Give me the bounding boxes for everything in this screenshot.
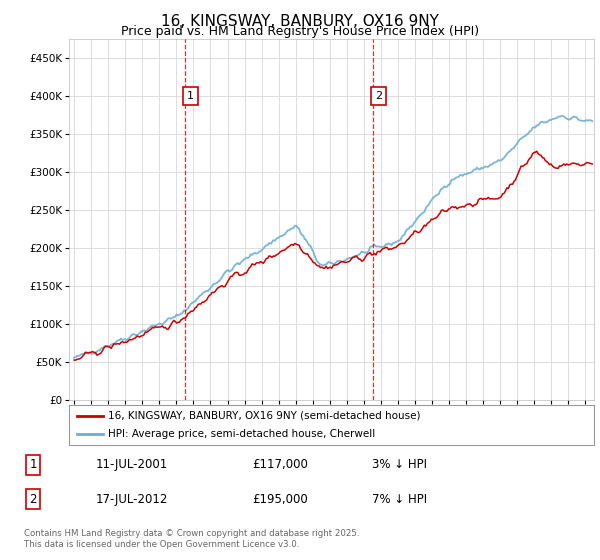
Text: 16, KINGSWAY, BANBURY, OX16 9NY: 16, KINGSWAY, BANBURY, OX16 9NY: [161, 14, 439, 29]
Text: £195,000: £195,000: [252, 493, 308, 506]
Text: 16, KINGSWAY, BANBURY, OX16 9NY (semi-detached house): 16, KINGSWAY, BANBURY, OX16 9NY (semi-de…: [109, 411, 421, 421]
Text: HPI: Average price, semi-detached house, Cherwell: HPI: Average price, semi-detached house,…: [109, 430, 376, 439]
Text: 1: 1: [29, 458, 37, 471]
Text: 3% ↓ HPI: 3% ↓ HPI: [372, 458, 427, 471]
Text: 1: 1: [187, 91, 194, 101]
Text: Price paid vs. HM Land Registry's House Price Index (HPI): Price paid vs. HM Land Registry's House …: [121, 25, 479, 38]
Text: 2: 2: [374, 91, 382, 101]
Text: 11-JUL-2001: 11-JUL-2001: [96, 458, 168, 471]
Text: 7% ↓ HPI: 7% ↓ HPI: [372, 493, 427, 506]
Text: 17-JUL-2012: 17-JUL-2012: [96, 493, 169, 506]
Text: 2: 2: [29, 493, 37, 506]
Text: £117,000: £117,000: [252, 458, 308, 471]
Text: Contains HM Land Registry data © Crown copyright and database right 2025.
This d: Contains HM Land Registry data © Crown c…: [24, 529, 359, 549]
